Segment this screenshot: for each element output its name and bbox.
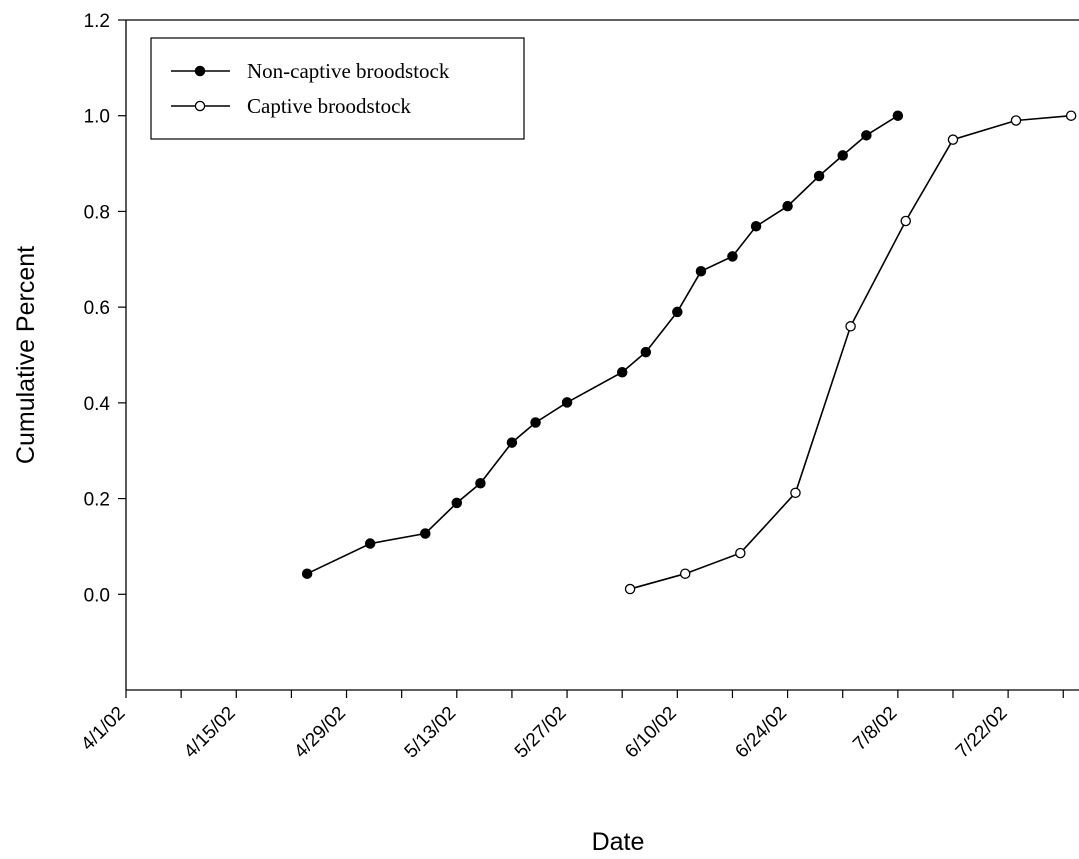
legend-label-non-captive: Non-captive broodstock <box>247 59 450 83</box>
x-axis-title: Date <box>592 828 645 856</box>
series-captive <box>624 110 1077 595</box>
y-tick-label: 0.8 <box>84 202 110 223</box>
data-point-captive <box>947 134 959 145</box>
y-tick-label: 0.0 <box>84 585 110 606</box>
x-tick-label: 6/10/02 <box>621 703 681 763</box>
data-point-non-captive <box>837 150 848 161</box>
data-point-non-captive <box>506 437 518 448</box>
data-point-captive <box>679 568 691 579</box>
x-tick-label: 4/29/02 <box>290 703 350 763</box>
data-point-non-captive <box>616 366 628 378</box>
legend-marker-non-captive <box>194 65 206 77</box>
data-point-non-captive <box>420 528 431 539</box>
legend-label-captive: Captive broodstock <box>247 94 411 118</box>
x-axis-ticks: 4/1/02 4/15/02 4/29/02 5/13/02 5/27/02 6/10/0… <box>77 690 1064 763</box>
data-point-non-captive <box>892 110 904 121</box>
y-axis-ticks: 0.0 0.2 0.4 0.6 0.8 1.0 1.2 <box>84 11 126 606</box>
data-point-non-captive <box>782 200 793 212</box>
data-point-non-captive <box>640 346 652 358</box>
data-point-non-captive <box>750 221 762 232</box>
y-tick-label: 1.2 <box>84 11 110 32</box>
series-line-non-captive <box>306 115 899 575</box>
y-tick-label: 0.2 <box>84 490 110 511</box>
x-tick-label: 4/1/02 <box>77 703 129 755</box>
data-point-non-captive <box>451 497 463 509</box>
y-axis-title: Cumulative Percent <box>12 246 40 464</box>
x-tick-label: 4/15/02 <box>180 703 240 763</box>
data-point-non-captive <box>530 417 541 428</box>
data-point-non-captive <box>727 251 738 262</box>
series-layer <box>301 110 1077 595</box>
series-non-captive <box>301 110 904 579</box>
y-tick-label: 0.6 <box>84 298 110 319</box>
data-point-non-captive <box>475 478 486 489</box>
x-tick-label: 5/27/02 <box>511 703 571 763</box>
y-tick-label: 0.4 <box>84 394 111 415</box>
data-point-non-captive <box>813 170 825 182</box>
series-line-captive <box>629 114 1072 590</box>
x-tick-label: 7/22/02 <box>952 703 1012 763</box>
legend-box <box>150 37 525 140</box>
x-tick-label: 5/13/02 <box>401 703 461 763</box>
legend: Non-captive broodstock Captive broodstock <box>150 37 525 140</box>
data-point-captive <box>735 547 746 559</box>
data-point-non-captive <box>301 568 313 579</box>
x-tick-label: 6/24/02 <box>731 703 791 763</box>
data-point-captive <box>1010 115 1022 126</box>
data-point-captive <box>790 487 801 499</box>
data-point-non-captive <box>861 130 872 141</box>
data-point-captive <box>845 321 856 332</box>
axes <box>125 19 1079 691</box>
data-point-captive <box>624 583 636 595</box>
data-point-non-captive <box>561 397 573 408</box>
data-point-non-captive <box>672 306 683 318</box>
data-point-non-captive <box>364 538 376 549</box>
legend-marker-captive <box>194 100 206 112</box>
y-tick-label: 1.0 <box>84 107 110 128</box>
data-point-captive <box>1065 110 1077 121</box>
x-tick-label: 7/8/02 <box>849 703 901 755</box>
data-point-captive <box>900 215 911 227</box>
data-point-non-captive <box>695 265 707 277</box>
